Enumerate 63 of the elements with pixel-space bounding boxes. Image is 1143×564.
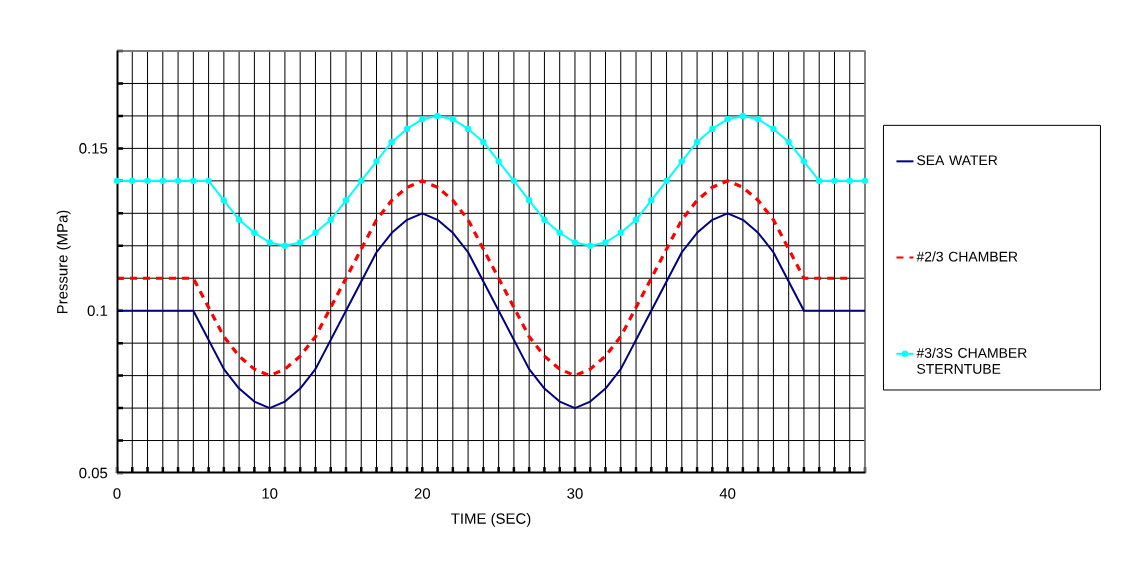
point bbox=[587, 242, 594, 249]
point bbox=[709, 125, 716, 133]
point bbox=[846, 177, 853, 185]
x-tick-label: 30 bbox=[567, 488, 583, 499]
point bbox=[861, 177, 869, 185]
point bbox=[678, 158, 686, 165]
point bbox=[724, 115, 731, 123]
point bbox=[785, 138, 792, 146]
point bbox=[358, 177, 365, 185]
point bbox=[312, 229, 319, 236]
point bbox=[754, 115, 762, 123]
point bbox=[663, 177, 670, 185]
point bbox=[281, 242, 289, 249]
point bbox=[831, 177, 838, 185]
point bbox=[648, 197, 655, 204]
point bbox=[220, 197, 228, 204]
y-axis-title: Pressure (MPa) bbox=[56, 210, 71, 314]
point bbox=[510, 177, 518, 185]
point bbox=[495, 158, 502, 165]
y-tick-label: 0.05 bbox=[79, 467, 108, 479]
point bbox=[266, 239, 273, 246]
point bbox=[190, 177, 197, 185]
x-axis-title: TIME (SEC) bbox=[451, 512, 531, 527]
point bbox=[327, 216, 334, 223]
point bbox=[693, 138, 701, 146]
point bbox=[113, 177, 121, 185]
point bbox=[617, 229, 624, 236]
x-tick-label: 40 bbox=[719, 488, 736, 499]
legend-label: SEA WATER bbox=[917, 155, 998, 166]
legend-label: #2/3 CHAMBER bbox=[916, 251, 1018, 262]
point bbox=[419, 115, 426, 123]
point bbox=[159, 177, 166, 185]
point bbox=[174, 177, 182, 185]
point bbox=[373, 158, 380, 165]
y-tick-label: 0.1 bbox=[87, 305, 108, 316]
point bbox=[525, 197, 533, 204]
x-tick-label: 20 bbox=[414, 488, 431, 499]
point bbox=[205, 177, 212, 185]
point bbox=[403, 125, 411, 133]
point bbox=[144, 177, 151, 185]
y-tick-label: 0.15 bbox=[79, 143, 108, 154]
point bbox=[632, 216, 640, 223]
point bbox=[541, 216, 548, 223]
point bbox=[464, 125, 472, 133]
point bbox=[449, 115, 457, 123]
point bbox=[816, 177, 823, 185]
point bbox=[434, 112, 441, 120]
point bbox=[251, 229, 258, 236]
point bbox=[800, 158, 808, 165]
point bbox=[480, 138, 487, 146]
point bbox=[602, 239, 609, 246]
point bbox=[770, 125, 777, 133]
x-tick-label: 0 bbox=[113, 488, 121, 499]
point bbox=[556, 229, 563, 236]
legend-label: #3/3S CHAMBER STERNTUBE bbox=[916, 347, 1027, 374]
point bbox=[129, 177, 136, 185]
point bbox=[235, 216, 243, 223]
point bbox=[296, 239, 304, 246]
point bbox=[571, 239, 579, 246]
x-tick-label: 10 bbox=[262, 488, 278, 499]
point bbox=[739, 112, 747, 120]
point bbox=[342, 197, 350, 204]
point bbox=[388, 138, 395, 146]
